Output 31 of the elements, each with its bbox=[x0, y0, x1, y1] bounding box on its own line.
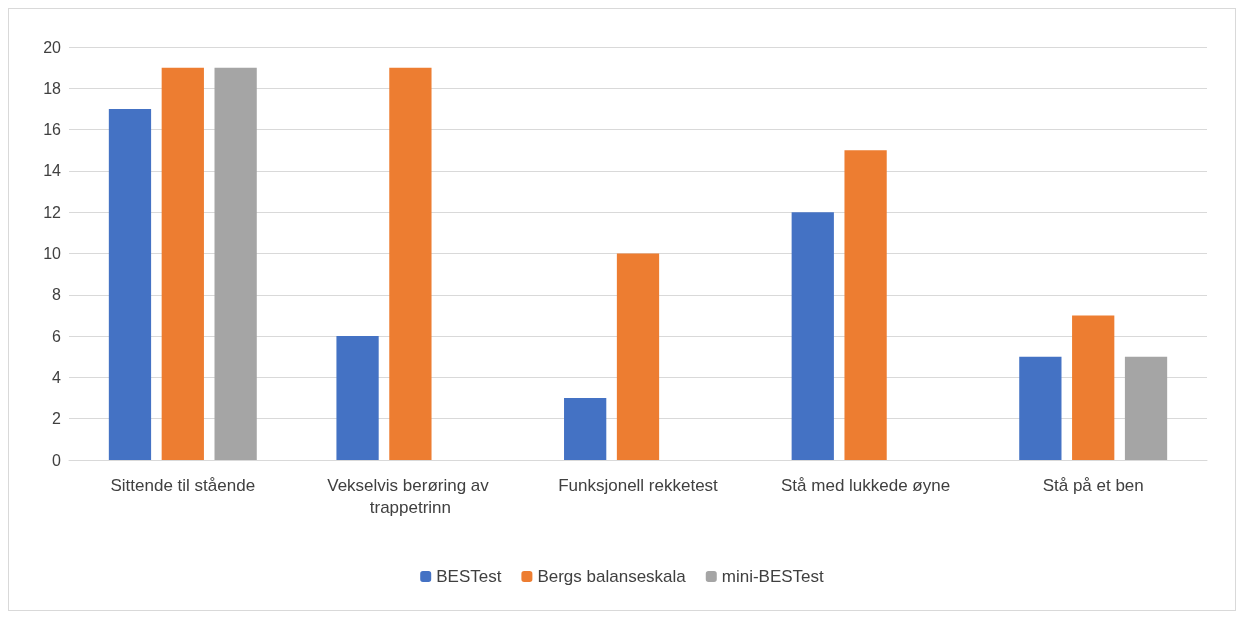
bar bbox=[1019, 356, 1062, 460]
x-tick-label: Sittende til stående bbox=[110, 475, 256, 495]
x-tick-label: Stå på et ben bbox=[1042, 475, 1144, 495]
legend-label: Bergs balanseskala bbox=[537, 567, 687, 586]
y-tick-label: 2 bbox=[52, 410, 62, 428]
y-tick-label: 10 bbox=[43, 245, 62, 262]
bar bbox=[791, 212, 834, 460]
y-tick-label: 16 bbox=[43, 121, 62, 139]
bar bbox=[108, 108, 152, 460]
bar bbox=[844, 150, 887, 460]
y-tick-label: 20 bbox=[43, 38, 62, 56]
bar bbox=[214, 67, 257, 460]
x-tick-label: Stå med lukkede øyne bbox=[781, 475, 951, 495]
bar bbox=[1072, 315, 1115, 460]
y-tick-label: 4 bbox=[52, 368, 62, 386]
x-tick-label: Funksjonell rekketest bbox=[558, 475, 719, 495]
y-tick-label: 18 bbox=[43, 79, 62, 97]
bar bbox=[389, 67, 432, 460]
y-tick-label: 0 bbox=[52, 451, 62, 469]
y-tick-label: 14 bbox=[43, 162, 62, 180]
bar bbox=[336, 336, 379, 460]
bar bbox=[1124, 356, 1168, 460]
legend-label: BESTest bbox=[436, 567, 502, 586]
y-tick-label: 12 bbox=[43, 203, 62, 221]
x-tick-label: Vekselvis berøring av trappetrinn bbox=[327, 475, 494, 517]
bar bbox=[161, 67, 204, 460]
y-tick-label: 8 bbox=[52, 286, 62, 304]
legend-label: mini-BESTest bbox=[721, 567, 825, 586]
bar bbox=[564, 398, 607, 460]
bar bbox=[616, 253, 660, 460]
y-tick-label: 6 bbox=[52, 327, 62, 345]
